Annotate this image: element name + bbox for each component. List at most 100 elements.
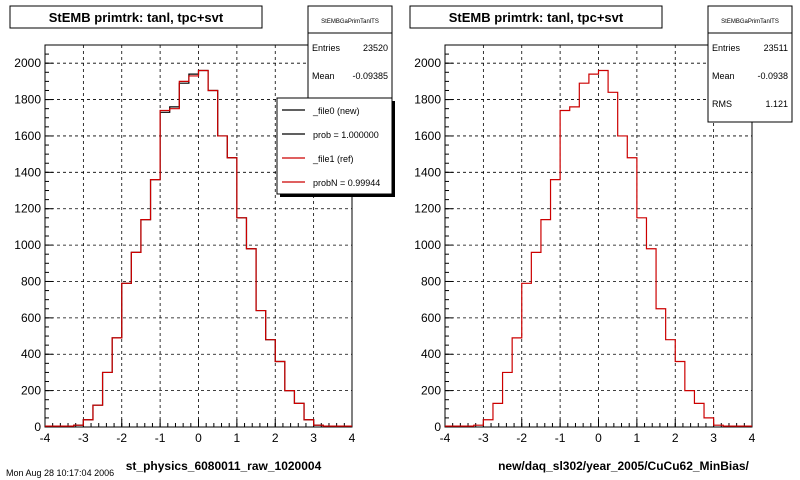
histogram-bin (670, 339, 671, 340)
stats-label: Entries (312, 43, 341, 53)
histogram-bin (603, 70, 604, 71)
x-tick-label: -1 (555, 431, 566, 445)
stats-label: Entries (712, 43, 741, 53)
histogram-bin (318, 425, 319, 426)
stats-label: Mean (312, 71, 335, 81)
x-tick-label: 0 (595, 431, 602, 445)
histogram-bin (270, 339, 271, 340)
x-tick-label: 4 (749, 431, 756, 445)
y-tick-label: 1200 (14, 202, 41, 216)
histogram-bin (459, 425, 460, 426)
histogram-bin (337, 425, 338, 426)
histogram-bin (289, 390, 290, 391)
y-tick-label: 1400 (414, 165, 441, 179)
histogram-bin (164, 112, 165, 113)
chart-2: -4 -3 -2 -1 0 1 2 3 4 0 200 400 600 800 1000 1200 1400 16… (409, 5, 793, 473)
histogram-bin (545, 219, 546, 220)
x-tick-label: -2 (116, 431, 127, 445)
histogram-bin (116, 337, 117, 338)
stats-value: 23520 (363, 43, 388, 53)
x-tick-label: 2 (672, 431, 679, 445)
stats-value: 23511 (764, 43, 788, 53)
x-tick-label: 1 (634, 431, 641, 445)
histogram-bin (78, 425, 79, 426)
stats-value: -0.09385 (352, 71, 388, 81)
histogram-bin (327, 425, 328, 426)
histogram-bin (193, 74, 194, 75)
x-tick-label: 3 (310, 431, 317, 445)
legend: _file0 (new) prob = 1.000000 _file1 (ref) p… (276, 97, 395, 197)
legend-label: probN = 0.99944 (313, 178, 380, 188)
histogram-bin (126, 283, 127, 284)
histogram-bin (555, 179, 556, 180)
histogram-bin (299, 403, 300, 404)
title-box (9, 5, 263, 29)
histogram-bin (88, 419, 89, 420)
histogram-bin (193, 75, 194, 76)
histogram-bin (564, 110, 565, 111)
title-box (409, 5, 663, 29)
footer-timestamp: Mon Aug 28 10:17:04 2006 (6, 468, 114, 478)
histogram-bin (59, 425, 60, 426)
y-tick-label: 800 (21, 274, 41, 288)
histogram-bin (241, 217, 242, 218)
stats-value: -0.0938 (757, 71, 788, 81)
histogram-bin (516, 337, 517, 338)
histogram-bin (497, 403, 498, 404)
y-tick-label: 800 (421, 274, 441, 288)
histogram-bin (164, 110, 165, 111)
series-1 (445, 69, 752, 427)
histogram-bin (155, 179, 156, 180)
y-tick-label: 600 (21, 311, 41, 325)
histogram-bin (260, 310, 261, 311)
stats-name: StEMBGaPrimTanlTS (321, 19, 379, 25)
histogram-line (445, 69, 752, 427)
y-tick-label: 1600 (414, 129, 441, 143)
legend-label: prob = 1.000000 (313, 130, 379, 140)
histogram-bin (660, 308, 661, 309)
histogram-bin (145, 219, 146, 220)
y-tick-label: 0 (434, 420, 441, 434)
x-tick-label: -3 (478, 431, 489, 445)
legend-label: _file0 (new) (312, 106, 360, 116)
stats-label: Mean (712, 71, 735, 81)
y-tick-label: 200 (421, 384, 441, 398)
legend-label: _file1 (ref) (312, 154, 354, 164)
histogram-bin (718, 425, 719, 426)
histogram-bin (222, 135, 223, 136)
histogram-bin (593, 74, 594, 75)
histogram-bin (449, 425, 450, 426)
y-tick-label: 1600 (14, 129, 41, 143)
y-tick-label: 200 (21, 384, 41, 398)
x-axis-label: st_physics_6080011_raw_1020004 (126, 459, 322, 473)
y-tick-label: 400 (421, 347, 441, 361)
y-tick-label: 2000 (14, 56, 41, 70)
x-tick-label: 4 (349, 431, 356, 445)
y-tick-label: 1000 (414, 238, 441, 252)
y-tick-label: 1800 (14, 93, 41, 107)
x-tick-label: 0 (195, 431, 202, 445)
histogram-bin (526, 283, 527, 284)
x-axis-label: new/daq_sl302/year_2005/CuCu62_MinBias/ (498, 459, 749, 473)
histogram-bin (651, 248, 652, 249)
histogram-bin (478, 425, 479, 426)
histogram-bin (507, 372, 508, 373)
chart-1: -4 -3 -2 -1 0 1 2 3 4 0 200 400 600 800 1000 1200 1400 16… (9, 5, 395, 473)
y-tick-label: 0 (34, 420, 41, 434)
histogram-bin (347, 425, 348, 426)
histogram-bin (49, 425, 50, 426)
x-tick-label: 1 (234, 431, 241, 445)
y-tick-label: 2000 (414, 56, 441, 70)
histogram-bin (727, 425, 728, 426)
histogram-bin (584, 83, 585, 84)
stats-name: StEMBGaPrimTanlTS (721, 19, 779, 25)
histogram-bin (747, 425, 748, 426)
histogram-bin (468, 425, 469, 426)
histogram-bin (68, 425, 69, 426)
histogram-bin (622, 135, 623, 136)
histogram-bin (174, 108, 175, 109)
histogram-bin (641, 217, 642, 218)
x-tick-label: 3 (710, 431, 717, 445)
histogram-bin (574, 106, 575, 107)
